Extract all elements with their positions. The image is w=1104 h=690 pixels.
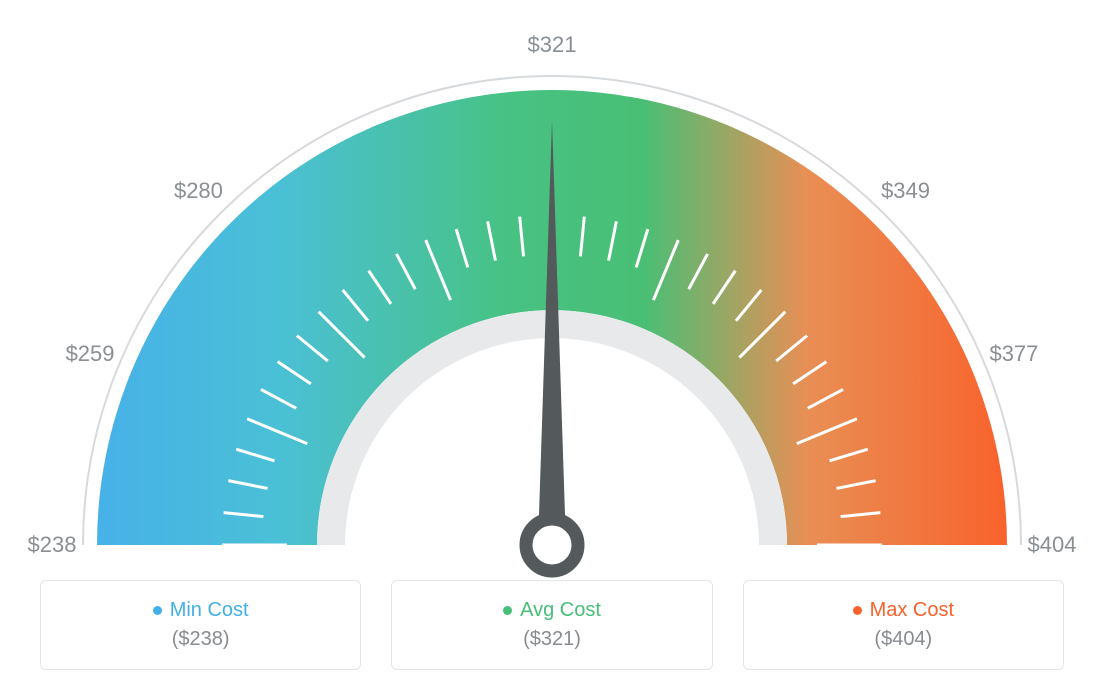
gauge-chart-container: $238 $259 $280 $321 $349 $377 $404 Min Cost ($… (0, 0, 1104, 690)
legend-avg-label: Avg Cost (520, 599, 601, 622)
legend-avg: Avg Cost ($321) (391, 580, 712, 670)
legend-avg-value: ($321) (523, 628, 581, 651)
gauge-svg (27, 20, 1077, 615)
legend-row: Min Cost ($238) Avg Cost ($321) Max Cost… (0, 580, 1104, 670)
legend-max: Max Cost ($404) (743, 580, 1064, 670)
gauge-tick-label: $238 (28, 532, 77, 558)
gauge-tick-label: $349 (881, 178, 930, 204)
legend-max-title: Max Cost (853, 599, 954, 622)
gauge-tick-label: $259 (66, 341, 115, 367)
legend-max-value: ($404) (874, 628, 932, 651)
legend-min-value: ($238) (172, 628, 230, 651)
gauge-area: $238 $259 $280 $321 $349 $377 $404 (0, 0, 1104, 560)
gauge-tick-label: $280 (174, 178, 223, 204)
legend-min-dot (153, 606, 162, 615)
legend-min: Min Cost ($238) (40, 580, 361, 670)
legend-avg-dot (503, 606, 512, 615)
legend-avg-title: Avg Cost (503, 599, 601, 622)
legend-max-label: Max Cost (870, 599, 954, 622)
legend-min-title: Min Cost (153, 599, 249, 622)
gauge-tick-label: $377 (989, 341, 1038, 367)
legend-max-dot (853, 606, 862, 615)
legend-min-label: Min Cost (170, 599, 249, 622)
gauge-tick-label: $321 (528, 32, 577, 58)
gauge-tick-label: $404 (1028, 532, 1077, 558)
